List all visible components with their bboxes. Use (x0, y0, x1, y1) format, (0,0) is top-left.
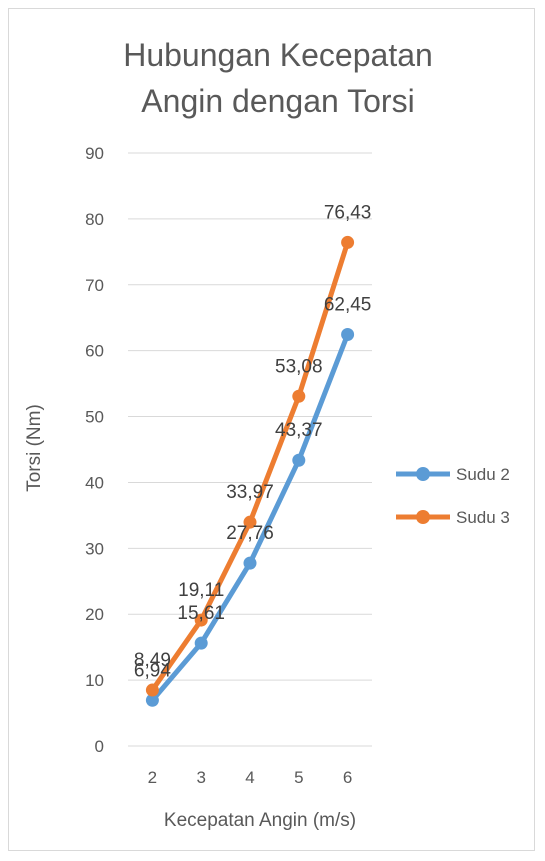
legend-marker (416, 510, 430, 524)
x-axis-title: Kecepatan Angin (m/s) (164, 810, 356, 831)
y-tick-label: 80 (85, 210, 104, 229)
data-point (341, 328, 355, 342)
y-axis-ticks: 0 10 20 30 40 50 60 70 80 90 (85, 144, 104, 756)
x-tick-label: 3 (196, 768, 205, 787)
data-point (243, 515, 257, 529)
chart-frame (8, 8, 535, 851)
series-lines (145, 235, 355, 707)
y-tick-label: 10 (85, 671, 104, 690)
y-tick-label: 0 (95, 737, 104, 756)
data-point (145, 693, 159, 707)
data-label: 53,08 (275, 356, 323, 377)
legend-item: Sudu 2 (396, 465, 510, 484)
y-tick-label: 50 (85, 408, 104, 427)
data-label: 19,11 (178, 580, 224, 601)
data-point (145, 683, 159, 697)
data-point (194, 613, 208, 627)
y-tick-label: 30 (85, 539, 104, 558)
data-label: 6,94 (134, 660, 171, 681)
data-label: 27,76 (226, 523, 274, 544)
y-tick-label: 60 (85, 342, 104, 361)
data-label: 15,61 (177, 603, 225, 624)
legend: Sudu 2 Sudu 3 (396, 465, 510, 527)
chart-title-line-1: Hubungan Kecepatan (123, 37, 433, 73)
data-label: 62,45 (324, 295, 372, 316)
y-axis-title: Torsi (Nm) (24, 404, 45, 492)
legend-marker (416, 467, 430, 481)
data-label: 43,37 (275, 420, 323, 441)
x-tick-label: 5 (294, 768, 303, 787)
x-tick-label: 6 (343, 768, 352, 787)
data-point (194, 636, 208, 650)
data-point (243, 556, 257, 570)
data-point (292, 453, 306, 467)
data-labels: 6,94 15,61 27,76 43,37 62,45 8,49 19,11 33,97 53… (134, 202, 371, 681)
y-tick-label: 90 (85, 144, 104, 163)
y-tick-label: 70 (85, 276, 104, 295)
data-label: 33,97 (226, 482, 274, 503)
data-label: 8,49 (134, 650, 171, 671)
data-point (292, 389, 306, 403)
data-point (341, 235, 355, 249)
chart-title: Hubungan Kecepatan Angin dengan Torsi (123, 37, 433, 119)
x-tick-label: 2 (148, 768, 157, 787)
y-tick-label: 40 (85, 473, 104, 492)
x-tick-label: 4 (245, 768, 254, 787)
legend-item: Sudu 3 (396, 508, 510, 527)
y-tick-label: 20 (85, 605, 104, 624)
chart-title-line-2: Angin dengan Torsi (141, 83, 414, 119)
legend-label: Sudu 2 (456, 465, 510, 484)
x-axis-ticks: 2 3 4 5 6 (148, 768, 353, 787)
legend-label: Sudu 3 (456, 508, 510, 527)
data-label: 76,43 (324, 202, 372, 223)
